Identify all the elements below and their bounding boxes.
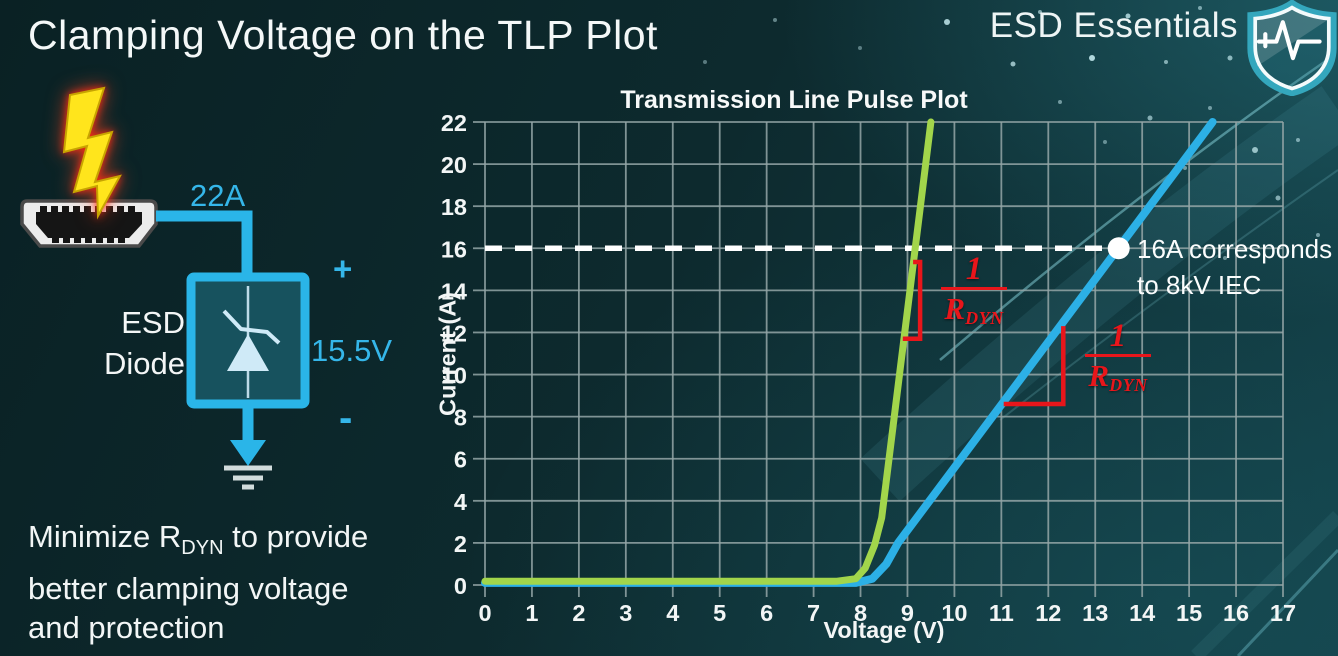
surge-diagram [20,86,310,490]
ground-symbol [224,465,272,490]
wire [156,210,253,280]
corner-streak [1236,548,1338,656]
x-tick-label: 11 [989,600,1014,626]
device-label: ESD Diode [88,302,185,384]
x-tick-label: 10 [941,600,967,626]
y-tick-label: 2 [454,531,467,557]
x-tick-label: 3 [619,600,632,626]
marker-dot [1107,237,1130,260]
fraction-den-main: R [1088,358,1110,393]
y-tick-label: 22 [441,110,467,136]
swoosh-band [860,86,1338,502]
shield-pulse-icon [1247,0,1337,96]
chart-title: Transmission Line Pulse Plot [620,86,968,114]
swoosh-line [939,56,1331,361]
fraction-numerator: 1 [965,251,983,287]
rdyn-fraction-blue: 1 RDYN [1076,320,1160,402]
fraction-denominator: RDYN [1076,359,1160,402]
y-tick-label: 18 [441,194,467,220]
surge-current-label: 22A [190,178,246,213]
page-title: Clamping Voltage on the TLP Plot [28,12,658,58]
particle-dots [703,6,1320,260]
note-line2: better clamping voltage [28,570,349,606]
note-line1: Minimize RDYN to provide [28,517,368,569]
marker-annotation-line1: 16A corresponds [1137,234,1333,264]
x-tick-label: 8 [854,600,867,626]
y-tick-label: 0 [454,573,467,599]
corner-streak-band [1191,511,1338,656]
clamp-voltage-label: 15.5V [311,333,393,368]
green-curve [481,118,935,585]
x-tick-label: 12 [1035,600,1061,626]
y-tick-label: 20 [441,152,467,178]
y-tick-label: 8 [454,405,467,431]
fraction-den-sub: DYN [965,308,1004,328]
y-tick-label: 12 [441,320,467,346]
marker-annotation-line2: to 8kV IEC [1137,270,1262,300]
y-tick-label: 6 [454,447,467,473]
slope-bracket [1003,326,1066,407]
x-tick-label: 14 [1129,600,1155,626]
note-line1-pre: Minimize R [28,519,182,554]
note-line1-sub: DYN [181,537,224,559]
x-tick-label: 5 [713,600,726,626]
lightning-bolt-icon [62,86,122,220]
device-label-line1: ESD [121,305,185,340]
note-line1-post: to provide [223,519,369,554]
x-tick-label: 6 [760,600,773,626]
fraction-bar [1085,354,1151,357]
x-tick-label: 7 [807,600,820,626]
x-tick-label: 0 [478,600,491,626]
takeaway-note: Minimize RDYN to provide better clamping… [28,517,368,648]
x-tick-label: 2 [572,600,585,626]
x-tick-label: 1 [525,600,538,626]
hdmi-connector-icon [20,199,158,248]
fraction-denominator: RDYN [932,292,1016,335]
ground-arrow [230,405,266,466]
fraction-den-main: R [944,291,966,326]
brand-label: ESD Essentials [989,6,1238,45]
x-tick-label: 15 [1176,600,1202,626]
slope-bracket [902,259,923,342]
polarity-minus-label: - [339,396,353,440]
y-tick-label: 14 [441,278,467,304]
y-axis-label: Current (A) [434,291,461,417]
fraction-bar [941,287,1007,290]
x-tick-label: 4 [666,600,679,626]
x-axis-label: Voltage (V) [823,617,945,643]
device-label-line2: Diode [104,346,185,381]
x-tick-label: 9 [901,600,914,626]
y-tick-label: 4 [454,489,467,515]
x-tick-label: 17 [1270,600,1296,626]
x-tick-label: 13 [1082,600,1108,626]
note-line3: and protection [28,610,225,645]
marker-annotation: 16A corresponds to 8kV IEC [1137,231,1332,303]
polarity-plus-label: + [333,250,353,287]
fraction-numerator: 1 [1109,318,1127,354]
rdyn-fraction-green: 1 RDYN [932,253,1016,335]
fraction-den-sub: DYN [1109,375,1148,395]
y-tick-label: 16 [441,236,467,262]
x-tick-label: 16 [1223,600,1249,626]
y-tick-label: 10 [441,363,467,389]
tvs-diode-symbol [222,286,281,398]
